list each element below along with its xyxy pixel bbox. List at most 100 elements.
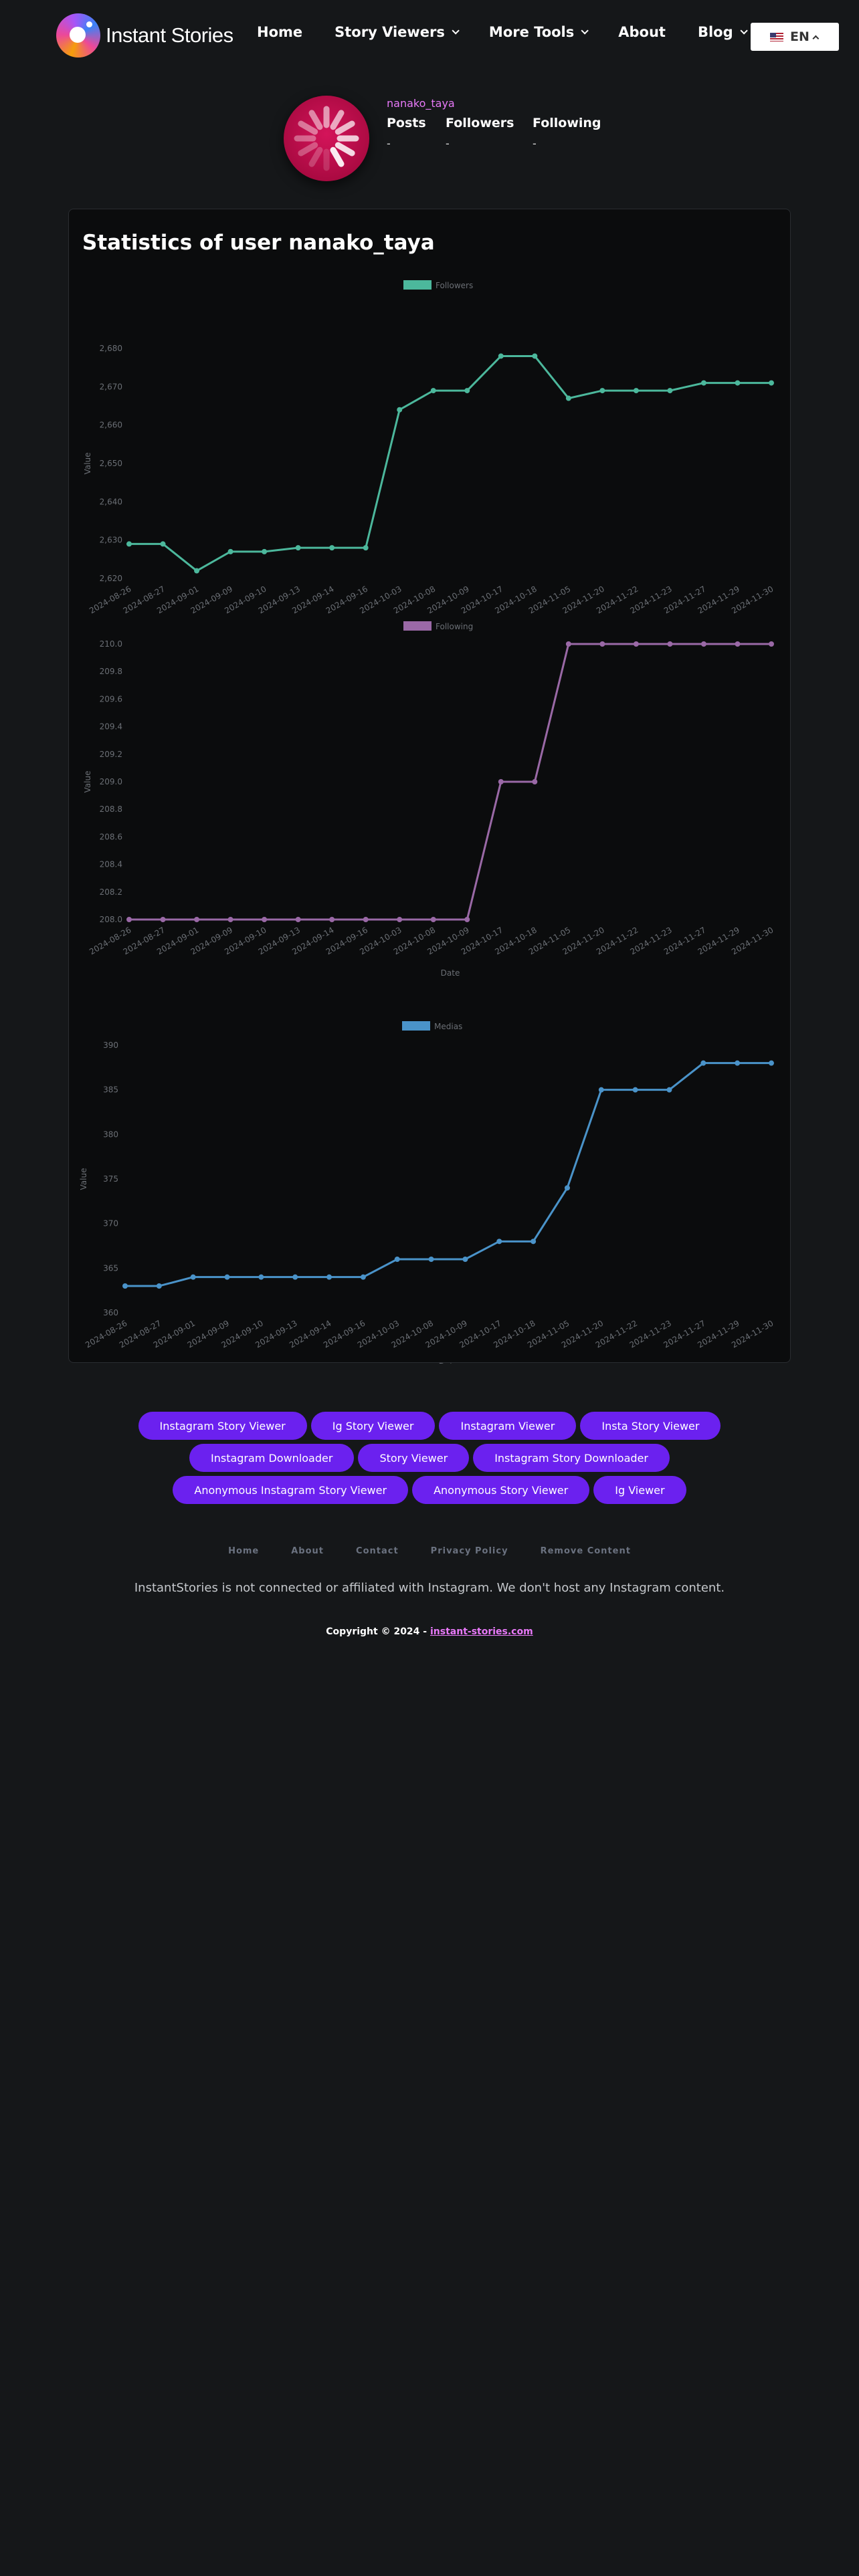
followers-stat: Followers -: [446, 116, 514, 150]
legend-label[interactable]: Followers: [436, 281, 473, 290]
tool-link-instagram-story-viewer[interactable]: Instagram Story Viewer: [138, 1412, 307, 1440]
data-point[interactable]: [464, 388, 470, 394]
data-point[interactable]: [532, 779, 538, 784]
data-point[interactable]: [295, 545, 301, 551]
data-point[interactable]: [194, 917, 200, 922]
nav-item-story-viewers[interactable]: Story Viewers: [335, 24, 460, 40]
data-point[interactable]: [598, 1087, 604, 1093]
data-point[interactable]: [326, 1274, 332, 1280]
data-point[interactable]: [633, 388, 639, 394]
data-point[interactable]: [397, 917, 403, 922]
data-point[interactable]: [666, 1087, 672, 1093]
tool-link-insta-story-viewer[interactable]: Insta Story Viewer: [580, 1412, 721, 1440]
data-point[interactable]: [329, 545, 335, 551]
data-point[interactable]: [496, 1239, 502, 1245]
data-point[interactable]: [667, 388, 673, 394]
data-point[interactable]: [462, 1257, 468, 1262]
data-point[interactable]: [430, 388, 436, 394]
tool-link-instagram-story-downloader[interactable]: Instagram Story Downloader: [473, 1444, 670, 1472]
tool-link-story-viewer[interactable]: Story Viewer: [358, 1444, 470, 1472]
data-point[interactable]: [599, 388, 605, 394]
data-point[interactable]: [498, 353, 504, 359]
data-point[interactable]: [632, 1087, 638, 1093]
data-point[interactable]: [498, 779, 504, 784]
tool-link-ig-story-viewer[interactable]: Ig Story Viewer: [310, 1412, 436, 1440]
data-point[interactable]: [428, 1257, 434, 1262]
data-point[interactable]: [227, 548, 233, 554]
copyright-link[interactable]: instant-stories.com: [430, 1626, 533, 1637]
data-point[interactable]: [126, 917, 132, 922]
tool-link-instagram-downloader[interactable]: Instagram Downloader: [189, 1444, 355, 1472]
data-point[interactable]: [599, 641, 605, 647]
avatar: [284, 96, 369, 181]
data-point[interactable]: [769, 1060, 774, 1066]
data-point[interactable]: [735, 641, 741, 647]
footer-link-contact[interactable]: Contact: [356, 1546, 399, 1556]
y-tick-label: 2,630: [100, 536, 122, 545]
data-point[interactable]: [430, 917, 436, 922]
tool-link-anonymous-instagram-story-viewer[interactable]: Anonymous Instagram Story Viewer: [173, 1476, 409, 1504]
data-point[interactable]: [262, 548, 268, 554]
data-point[interactable]: [262, 917, 268, 922]
footer-link-remove-content[interactable]: Remove Content: [540, 1546, 631, 1556]
data-point[interactable]: [329, 917, 335, 922]
data-point[interactable]: [769, 641, 774, 647]
legend-label[interactable]: Medias: [434, 1022, 462, 1031]
data-point[interactable]: [564, 1185, 570, 1191]
nav-item-home[interactable]: Home: [257, 24, 302, 40]
tool-links: Instagram Story Viewer Ig Story Viewer Ins…: [107, 1410, 752, 1506]
data-point[interactable]: [531, 1239, 537, 1245]
data-point[interactable]: [190, 1274, 196, 1280]
data-point[interactable]: [156, 1283, 162, 1289]
tool-link-ig-viewer[interactable]: Ig Viewer: [593, 1476, 686, 1504]
data-point[interactable]: [394, 1257, 400, 1262]
data-point[interactable]: [363, 917, 369, 922]
data-point[interactable]: [224, 1274, 230, 1280]
data-point[interactable]: [122, 1283, 128, 1289]
nav-item-blog[interactable]: Blog: [698, 24, 748, 40]
data-point[interactable]: [700, 1060, 706, 1066]
data-point[interactable]: [397, 407, 403, 413]
data-point[interactable]: [360, 1274, 366, 1280]
data-point[interactable]: [258, 1274, 264, 1280]
data-point[interactable]: [295, 917, 301, 922]
language-selector[interactable]: EN: [751, 23, 839, 51]
nav-item-more-tools[interactable]: More Tools: [489, 24, 589, 40]
footer-link-home[interactable]: Home: [228, 1546, 260, 1556]
tool-link-instagram-viewer[interactable]: Instagram Viewer: [439, 1412, 577, 1440]
data-point[interactable]: [735, 380, 741, 386]
nav-item-about[interactable]: About: [618, 24, 666, 40]
data-point[interactable]: [565, 641, 571, 647]
data-point[interactable]: [194, 568, 200, 574]
data-point[interactable]: [633, 641, 639, 647]
y-tick-label: 375: [103, 1174, 118, 1184]
posts-stat: Posts -: [387, 116, 426, 150]
data-point[interactable]: [160, 541, 166, 547]
y-tick-label: 209.4: [100, 722, 122, 732]
data-point[interactable]: [769, 380, 774, 386]
tool-link-anonymous-story-viewer[interactable]: Anonymous Story Viewer: [412, 1476, 590, 1504]
data-point[interactable]: [532, 353, 538, 359]
footer-links: Home About Contact Privacy Policy Remove Con…: [0, 1546, 859, 1556]
data-point[interactable]: [464, 917, 470, 922]
data-point[interactable]: [667, 641, 673, 647]
y-tick-label: 210.0: [100, 639, 122, 649]
data-point[interactable]: [227, 917, 233, 922]
data-point[interactable]: [292, 1274, 298, 1280]
footer-link-privacy-policy[interactable]: Privacy Policy: [430, 1546, 508, 1556]
y-tick-label: 2,650: [100, 459, 122, 468]
footer-link-about[interactable]: About: [291, 1546, 324, 1556]
y-tick-label: 390: [103, 1041, 118, 1050]
data-point[interactable]: [160, 917, 166, 922]
data-point[interactable]: [565, 395, 571, 401]
language-code: EN: [790, 29, 809, 44]
y-axis-label: Value: [79, 1168, 88, 1190]
data-point[interactable]: [363, 545, 369, 551]
statistics-card: Statistics of user nanako_taya Followers…: [68, 209, 791, 1364]
data-point[interactable]: [700, 641, 706, 647]
brand-logo[interactable]: Instant Stories: [56, 13, 233, 58]
legend-label[interactable]: Following: [436, 622, 473, 631]
data-point[interactable]: [126, 541, 132, 547]
data-point[interactable]: [735, 1060, 741, 1066]
data-point[interactable]: [700, 380, 706, 386]
